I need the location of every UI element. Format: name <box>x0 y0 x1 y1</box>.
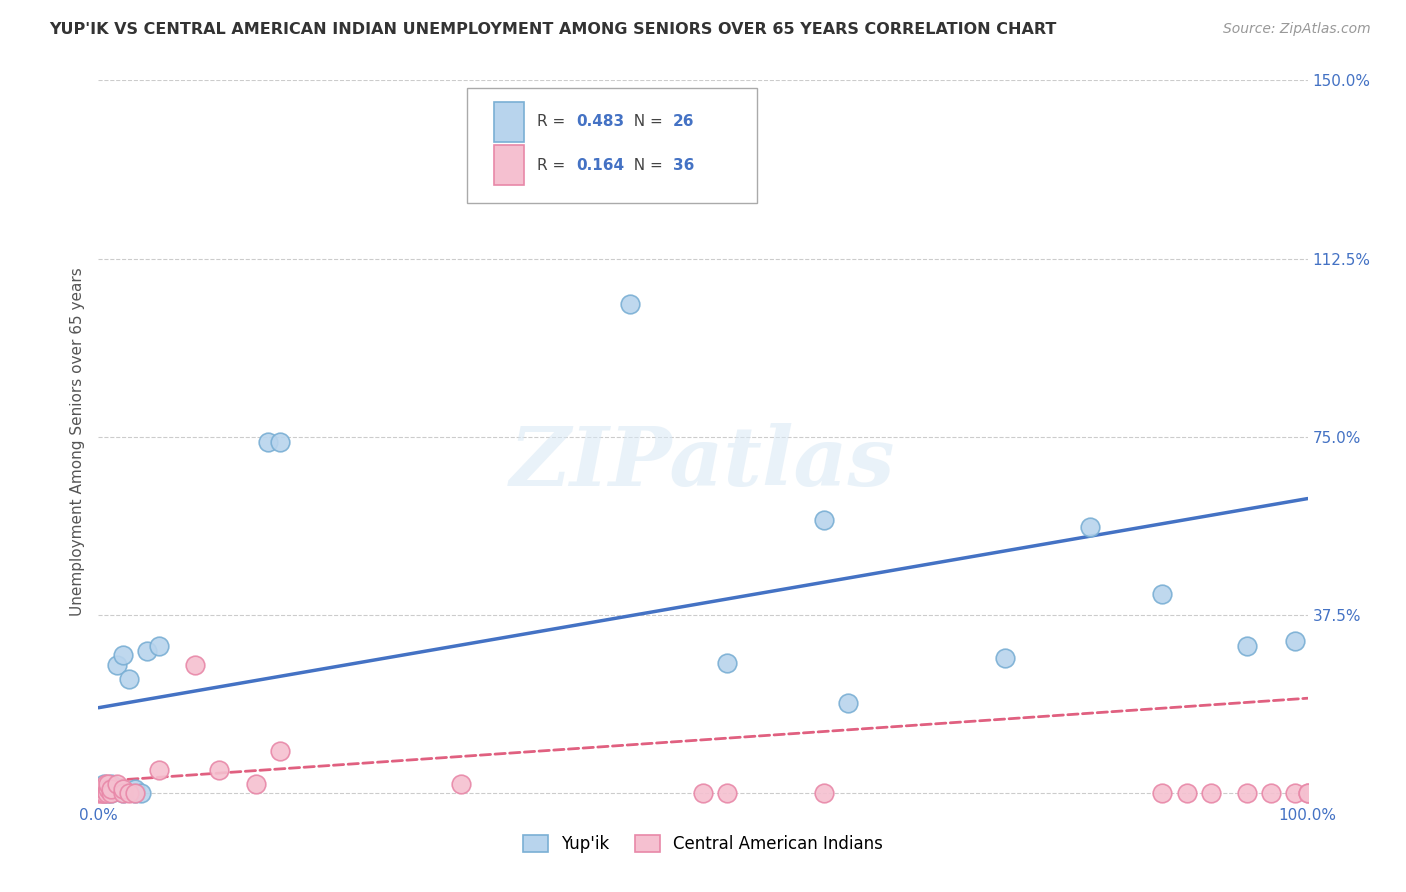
Text: R =: R = <box>537 114 571 129</box>
Point <box>1199 786 1222 800</box>
Text: YUP'IK VS CENTRAL AMERICAN INDIAN UNEMPLOYMENT AMONG SENIORS OVER 65 YEARS CORRE: YUP'IK VS CENTRAL AMERICAN INDIAN UNEMPL… <box>49 22 1056 37</box>
Point <box>1236 786 1258 800</box>
Point <box>148 763 170 777</box>
Point <box>90 781 112 796</box>
Point <box>111 786 134 800</box>
Point <box>1175 786 1198 800</box>
Point <box>100 781 122 796</box>
Text: Source: ZipAtlas.com: Source: ZipAtlas.com <box>1223 22 1371 37</box>
Point <box>813 513 835 527</box>
Point <box>111 648 134 663</box>
Point <box>93 786 115 800</box>
Point <box>97 786 120 800</box>
Point <box>93 786 115 800</box>
Text: 26: 26 <box>672 114 695 129</box>
Point <box>97 777 120 791</box>
Point <box>93 781 115 796</box>
Point <box>135 643 157 657</box>
Point <box>1296 786 1319 800</box>
Point <box>1260 786 1282 800</box>
Point <box>716 786 738 800</box>
Point <box>87 781 110 796</box>
Point <box>111 786 134 800</box>
Point <box>813 786 835 800</box>
Point <box>619 296 641 310</box>
Point <box>1284 786 1306 800</box>
Point <box>1078 520 1101 534</box>
Point <box>97 781 120 796</box>
Point <box>124 786 146 800</box>
Point <box>716 656 738 670</box>
Point <box>100 786 122 800</box>
Point <box>129 786 152 800</box>
Point <box>105 777 128 791</box>
Point <box>1152 587 1174 601</box>
Y-axis label: Unemployment Among Seniors over 65 years: Unemployment Among Seniors over 65 years <box>69 268 84 615</box>
Point <box>148 639 170 653</box>
Point <box>1236 639 1258 653</box>
FancyBboxPatch shape <box>494 145 524 185</box>
Point <box>692 786 714 800</box>
Point <box>100 786 122 800</box>
Point <box>91 781 114 796</box>
Text: 36: 36 <box>672 158 695 173</box>
Text: N =: N = <box>624 114 668 129</box>
Point <box>93 777 115 791</box>
Point <box>105 657 128 672</box>
Text: N =: N = <box>624 158 668 173</box>
Point <box>208 763 231 777</box>
Point <box>837 696 859 710</box>
Point <box>118 672 141 686</box>
Point <box>111 781 134 796</box>
Point <box>87 786 110 800</box>
Point <box>90 786 112 800</box>
Point <box>1284 634 1306 648</box>
Text: 0.483: 0.483 <box>576 114 624 129</box>
Text: R =: R = <box>537 158 571 173</box>
Point <box>100 777 122 791</box>
Point <box>124 786 146 800</box>
Point <box>93 781 115 796</box>
Text: ZIPatlas: ZIPatlas <box>510 423 896 503</box>
FancyBboxPatch shape <box>494 102 524 142</box>
Text: 0.164: 0.164 <box>576 158 624 173</box>
Point <box>450 777 472 791</box>
Point <box>269 743 291 757</box>
Point <box>994 650 1017 665</box>
Point <box>269 434 291 449</box>
Point <box>256 434 278 449</box>
Point <box>91 786 114 800</box>
Point <box>245 777 267 791</box>
Point <box>1152 786 1174 800</box>
Point <box>1296 786 1319 800</box>
Point <box>124 781 146 796</box>
Point <box>184 657 207 672</box>
Point <box>94 777 117 791</box>
Point <box>96 786 118 800</box>
Point <box>118 786 141 800</box>
Legend: Yup'ik, Central American Indians: Yup'ik, Central American Indians <box>516 828 890 860</box>
FancyBboxPatch shape <box>467 87 758 203</box>
